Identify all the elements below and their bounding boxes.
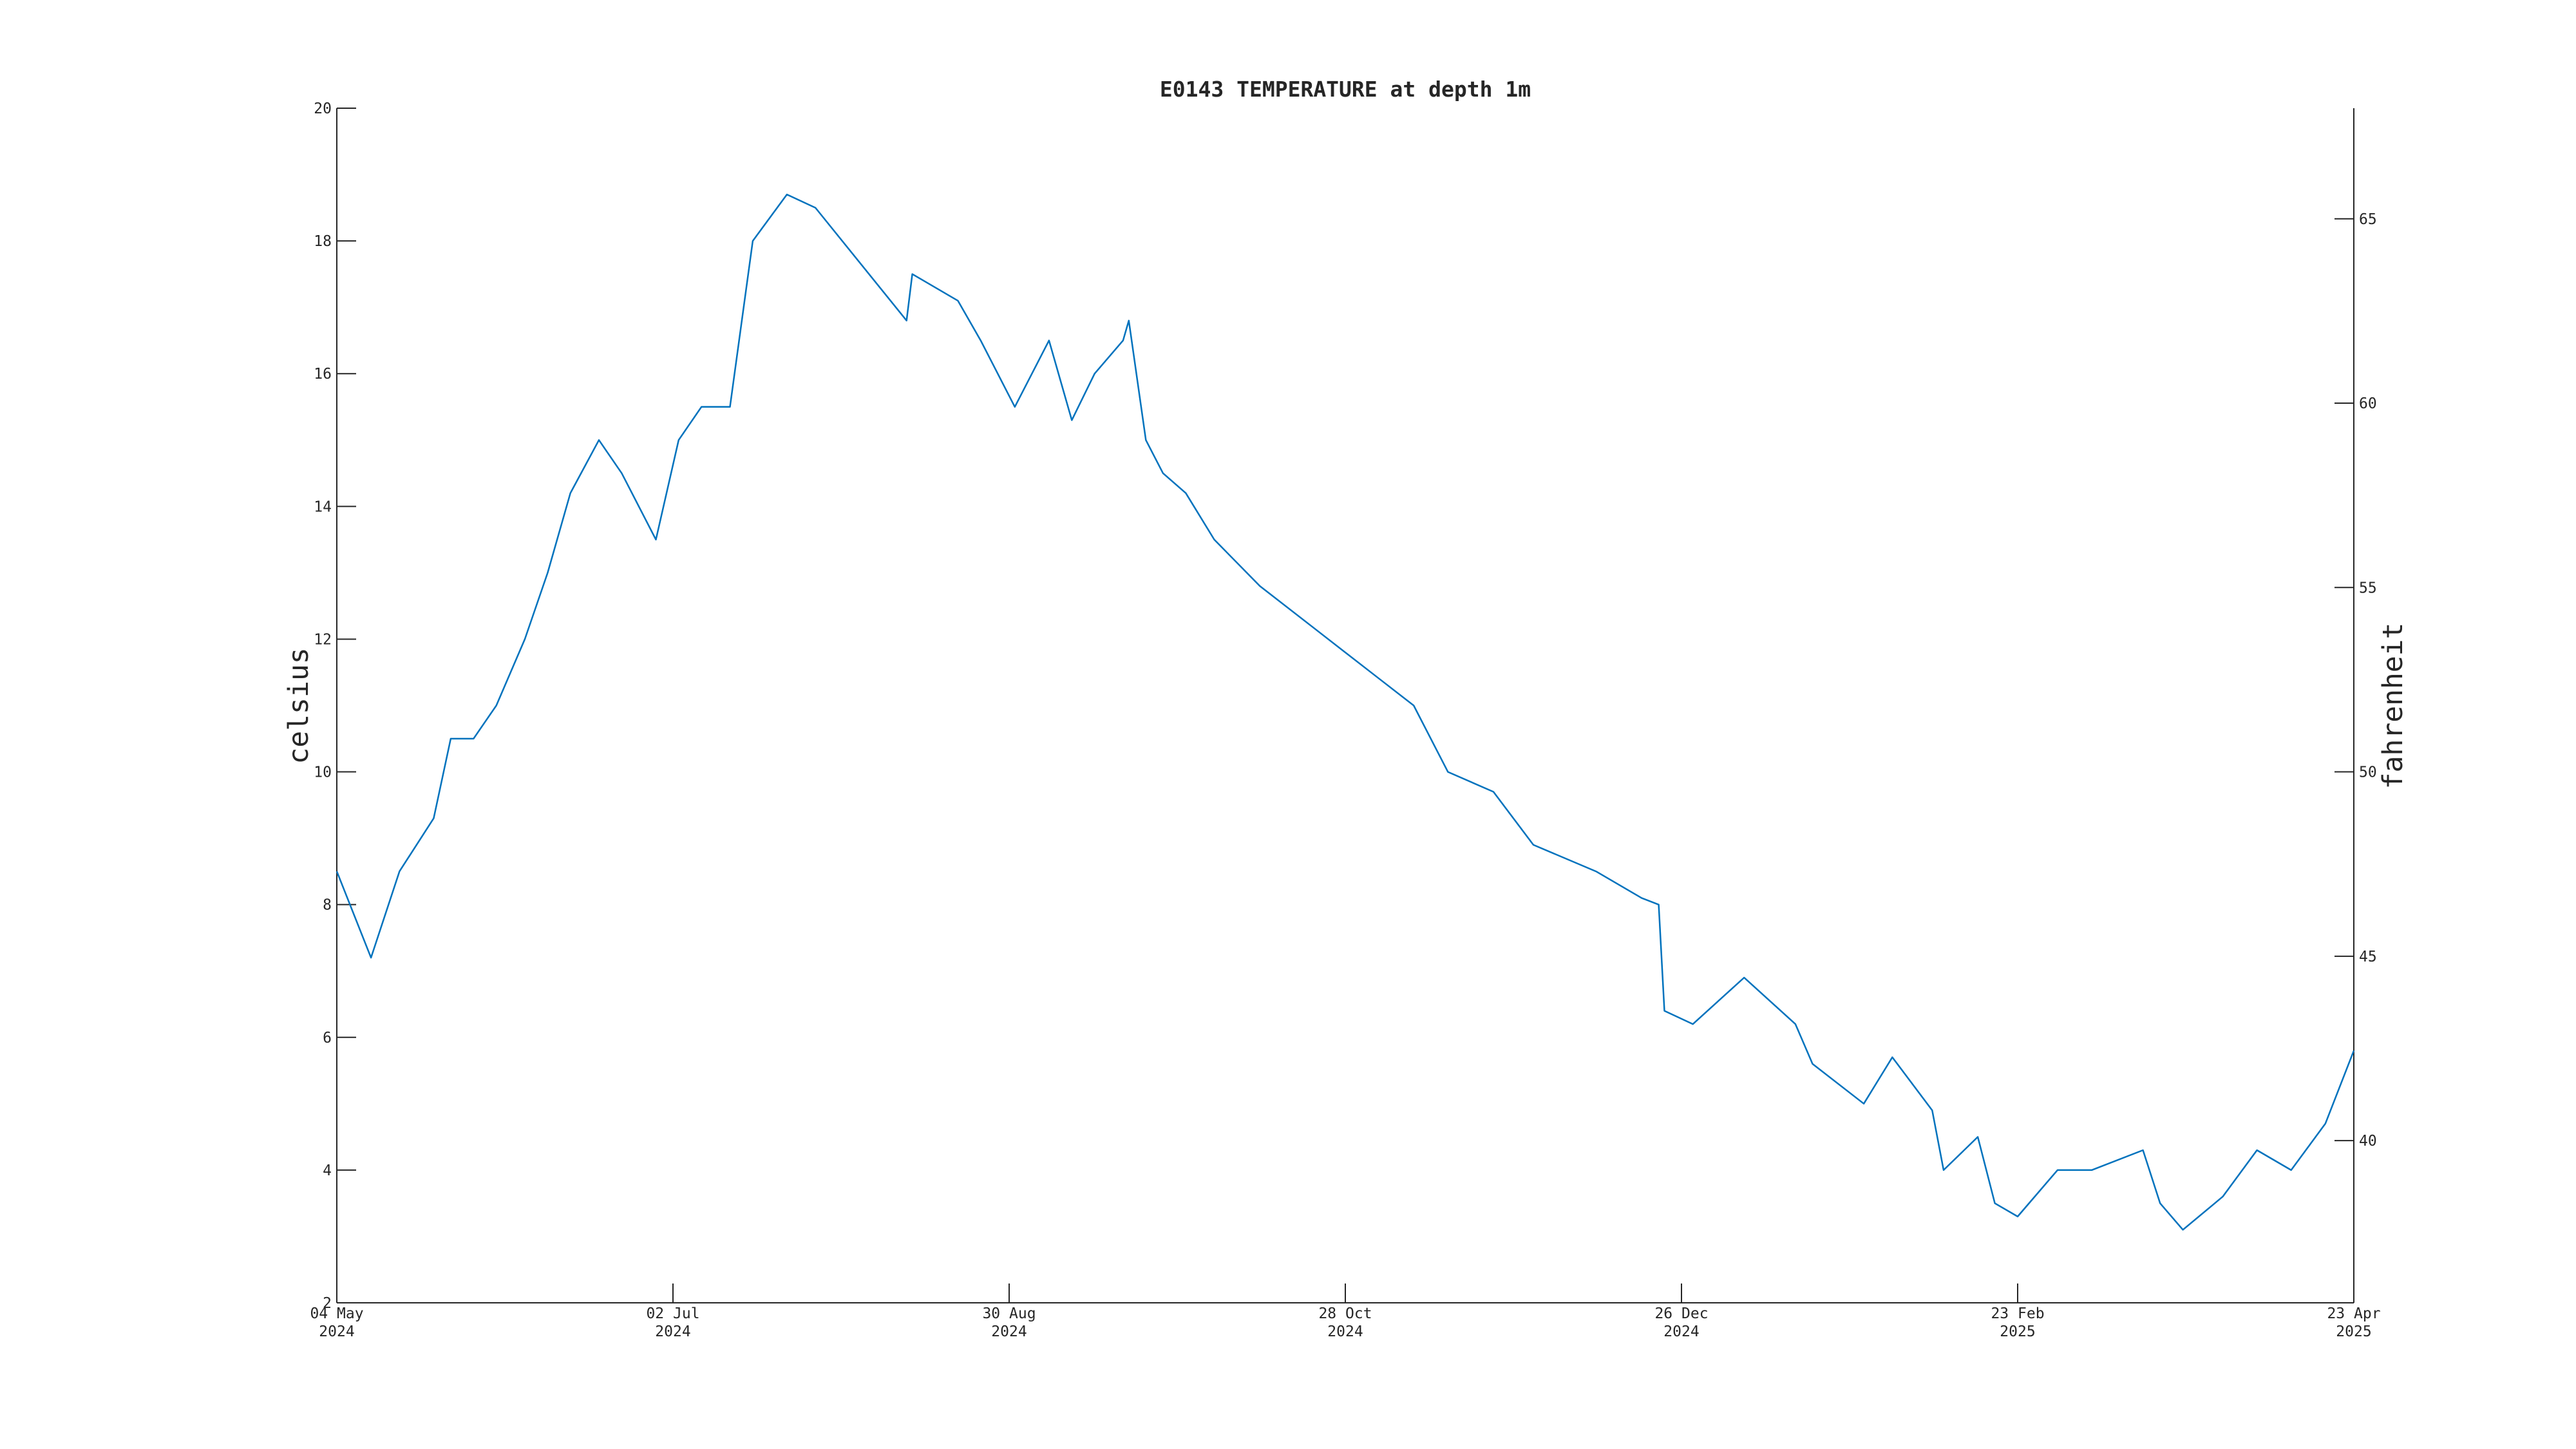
y-tick-label: 12 [314, 631, 332, 648]
y2-tick-label: 50 [2359, 764, 2377, 781]
x-tick-label: 23 Apr 2025 [2327, 1305, 2380, 1340]
x-tick-label: 02 Jul 2024 [646, 1305, 699, 1340]
y2-tick-label: 40 [2359, 1133, 2377, 1150]
x-tick-label: 04 May 2024 [310, 1305, 363, 1340]
y2-tick-label: 55 [2359, 580, 2377, 596]
y2-tick-label: 60 [2359, 395, 2377, 412]
y-tick-label: 2 [323, 1295, 332, 1312]
data-line [336, 193, 2355, 1231]
x-tick-label: 30 Aug 2024 [982, 1305, 1036, 1340]
y-tick-label: 10 [314, 764, 332, 781]
y-tick-label: 16 [314, 366, 332, 383]
y-tick-label: 4 [323, 1162, 332, 1179]
y-axis-label: celsius [283, 647, 315, 764]
y-tick-label: 18 [314, 233, 332, 250]
y-tick-label: 20 [314, 100, 332, 117]
y2-tick-label: 45 [2359, 949, 2377, 965]
y-tick-label: 14 [314, 498, 332, 515]
x-tick-label: 23 Feb 2025 [1991, 1305, 2044, 1340]
y-tick-label: 8 [323, 897, 332, 914]
x-tick-label: 26 Dec 2024 [1654, 1305, 1708, 1340]
chart-title: E0143 TEMPERATURE at depth 1m [1160, 77, 1531, 102]
y2-tick-label: 65 [2359, 211, 2377, 228]
y2-axis-label: fahrenheit [2377, 623, 2409, 790]
x-tick-label: 28 Oct 2024 [1318, 1305, 1372, 1340]
y-tick-label: 6 [323, 1030, 332, 1046]
